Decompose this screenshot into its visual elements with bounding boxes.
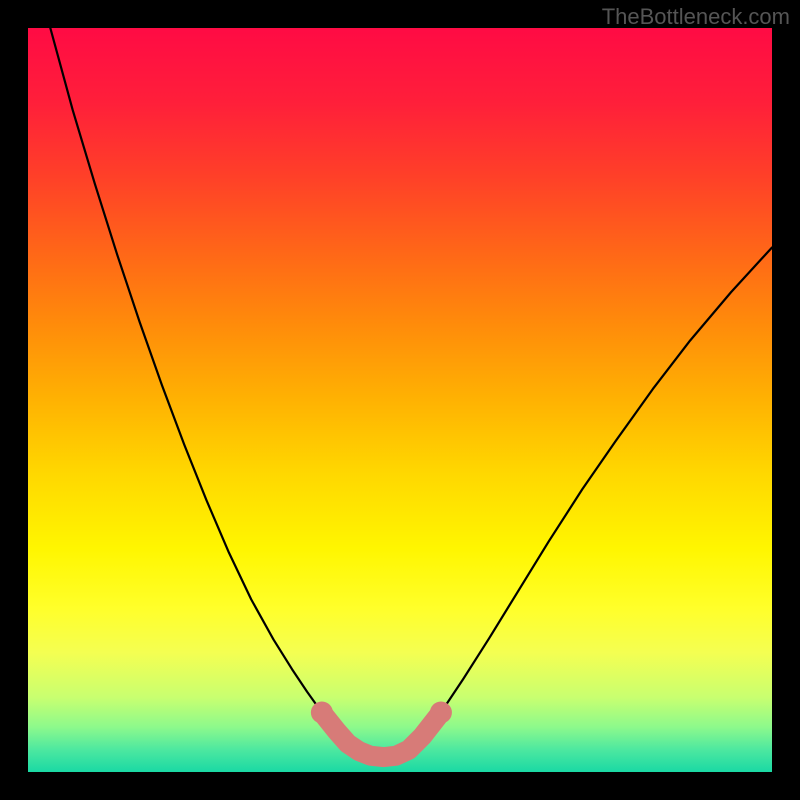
- chart-stage: TheBottleneck.com: [0, 0, 800, 800]
- plot-background: [28, 28, 772, 772]
- highlight-dot: [430, 701, 452, 723]
- bottleneck-chart: [0, 0, 800, 800]
- highlight-dot: [311, 701, 333, 723]
